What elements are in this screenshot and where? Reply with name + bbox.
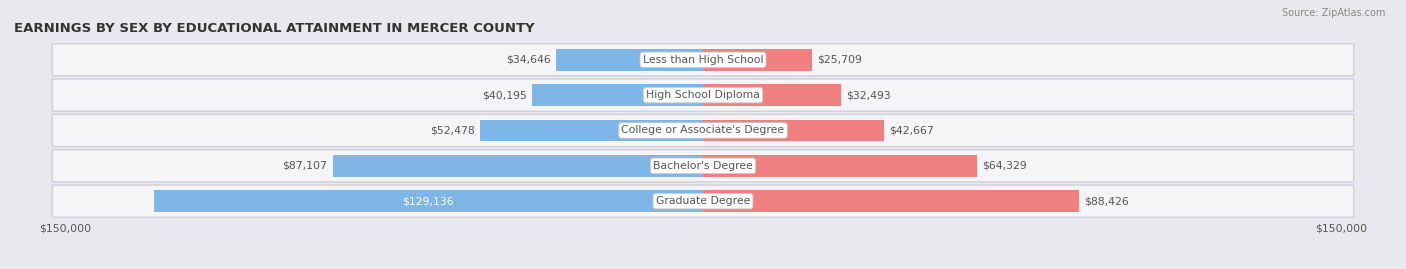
FancyBboxPatch shape: [52, 150, 1354, 182]
Bar: [703, 84, 841, 106]
Bar: [531, 84, 703, 106]
Text: Graduate Degree: Graduate Degree: [655, 196, 751, 206]
Bar: [703, 155, 977, 177]
Text: EARNINGS BY SEX BY EDUCATIONAL ATTAINMENT IN MERCER COUNTY: EARNINGS BY SEX BY EDUCATIONAL ATTAINMEN…: [14, 22, 534, 35]
Text: $88,426: $88,426: [1084, 196, 1129, 206]
Bar: [703, 119, 884, 141]
Text: High School Diploma: High School Diploma: [647, 90, 759, 100]
Text: College or Associate's Degree: College or Associate's Degree: [621, 125, 785, 136]
Bar: [703, 190, 1078, 212]
FancyBboxPatch shape: [52, 114, 1354, 147]
Bar: [333, 155, 703, 177]
Text: Less than High School: Less than High School: [643, 55, 763, 65]
Bar: [479, 119, 703, 141]
Text: $64,329: $64,329: [981, 161, 1026, 171]
Text: $42,667: $42,667: [890, 125, 935, 136]
Text: Source: ZipAtlas.com: Source: ZipAtlas.com: [1281, 8, 1385, 18]
Text: Bachelor's Degree: Bachelor's Degree: [652, 161, 754, 171]
Bar: [703, 49, 813, 71]
Text: $52,478: $52,478: [430, 125, 475, 136]
Bar: [555, 49, 703, 71]
Text: $129,136: $129,136: [402, 196, 454, 206]
Text: $34,646: $34,646: [506, 55, 551, 65]
Text: $40,195: $40,195: [482, 90, 527, 100]
Text: $32,493: $32,493: [846, 90, 891, 100]
Text: $87,107: $87,107: [283, 161, 328, 171]
Bar: [153, 190, 703, 212]
FancyBboxPatch shape: [52, 44, 1354, 76]
FancyBboxPatch shape: [52, 79, 1354, 111]
FancyBboxPatch shape: [52, 185, 1354, 217]
Text: $25,709: $25,709: [817, 55, 862, 65]
